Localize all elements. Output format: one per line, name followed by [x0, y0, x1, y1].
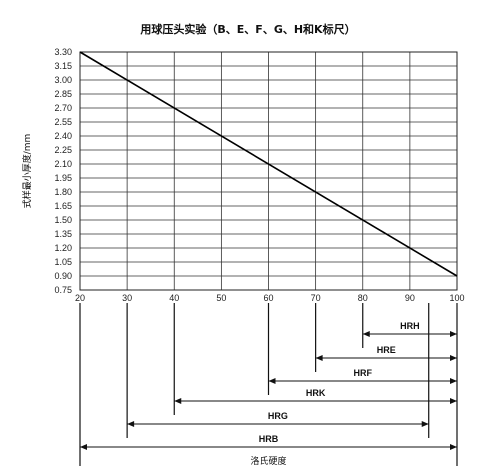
y-tick-label: 3.30	[54, 47, 72, 57]
y-tick-label: 2.10	[54, 159, 72, 169]
range-label-hre: HRE	[377, 345, 396, 355]
range-arrowhead-right	[421, 421, 429, 427]
x-tick-label: 80	[358, 293, 368, 303]
y-tick-label: 2.85	[54, 89, 72, 99]
range-label-hrb: HRB	[259, 434, 279, 444]
x-tick-label: 40	[169, 293, 179, 303]
x-tick-label: 50	[216, 293, 226, 303]
series	[79, 51, 458, 277]
y-tick-labels: 3.30 3.15 3.00 2.85 2.70 2.55 2.40 2.25 2.10 1.95…	[54, 47, 72, 295]
range-label-hrh: HRH	[400, 321, 420, 331]
range-arrowhead-right	[450, 378, 457, 384]
y-axis-label: 式样最小厚度/mm	[21, 134, 33, 209]
y-tick-label: 2.55	[54, 117, 72, 127]
grid	[79, 51, 458, 291]
x-tick-labels: 20 30 40 50 60 70 80 90 100	[75, 293, 465, 303]
x-tick-label: 100	[449, 293, 464, 303]
x-tick-label: 60	[263, 293, 273, 303]
x-tick-label: 70	[311, 293, 321, 303]
y-tick-label: 1.95	[54, 173, 72, 183]
scale-ranges: HRH HRE HRF HRK HRG HRB	[79, 303, 458, 466]
y-tick-label: 1.65	[54, 201, 72, 211]
x-tick-label: 20	[75, 293, 85, 303]
range-label-hrf: HRF	[354, 368, 373, 378]
y-tick-label: 1.50	[54, 215, 72, 225]
x-tick-label: 90	[405, 293, 415, 303]
range-arrowhead-left	[268, 378, 276, 384]
range-arrowhead-right	[450, 398, 457, 404]
y-tick-label: 1.35	[54, 229, 72, 239]
range-arrowhead-left	[362, 331, 370, 337]
range-arrowhead-left	[174, 398, 182, 404]
y-tick-label: 3.15	[54, 61, 72, 71]
x-tick-label: 30	[122, 293, 132, 303]
range-arrowhead-right	[450, 444, 457, 450]
chart-title: 用球压头实验（B、E、F、G、H和K标尺）	[140, 22, 355, 36]
range-label-hrk: HRK	[306, 388, 326, 398]
y-tick-label: 0.90	[54, 271, 72, 281]
y-tick-label: 2.70	[54, 103, 72, 113]
range-arrowhead-right	[450, 355, 457, 361]
y-tick-label: 2.25	[54, 145, 72, 155]
range-arrowhead-left	[80, 444, 87, 450]
y-tick-label: 0.75	[54, 285, 72, 295]
series-line-0	[79, 51, 458, 277]
range-arrowhead-right	[450, 331, 457, 337]
y-tick-label: 1.20	[54, 243, 72, 253]
range-arrowhead-left	[315, 355, 323, 361]
range-label-hrg: HRG	[268, 411, 288, 421]
y-tick-label: 1.05	[54, 257, 72, 267]
plot-frame	[79, 51, 458, 291]
y-tick-label: 2.40	[54, 131, 72, 141]
x-axis-label: 洛氏硬度	[250, 455, 286, 467]
y-tick-label: 3.00	[54, 75, 72, 85]
range-arrowhead-left	[127, 421, 135, 427]
y-tick-label: 1.80	[54, 187, 72, 197]
